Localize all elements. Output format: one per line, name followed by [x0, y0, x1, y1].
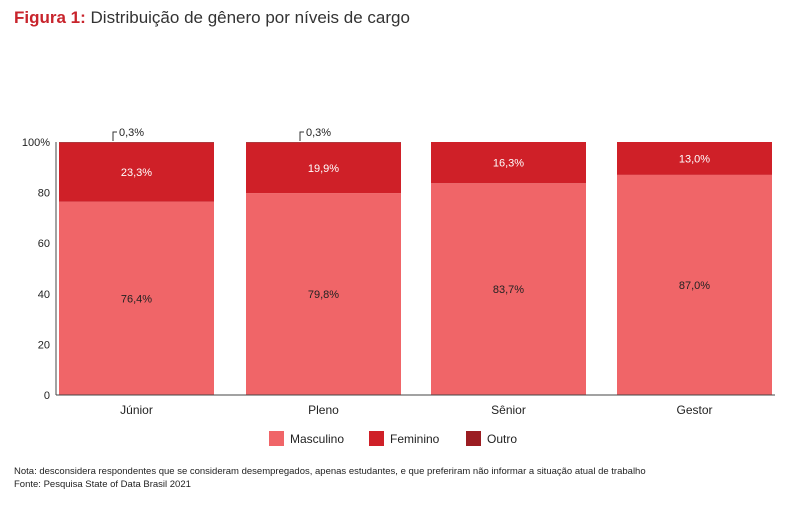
data-label-outro: 0,3% — [119, 127, 144, 139]
data-label-feminino: 16,3% — [493, 158, 524, 170]
bar-segment-outro — [59, 142, 214, 143]
y-tick-label: 60 — [38, 238, 50, 250]
bar-segment-masculino — [246, 193, 401, 395]
legend-label-outro: Outro — [487, 432, 517, 446]
chart-title: Figura 1: Distribuição de gênero por nív… — [14, 8, 410, 28]
data-label-masculino: 83,7% — [493, 284, 524, 296]
x-category-label: Júnior — [120, 403, 153, 417]
source-text: Fonte: Pesquisa State of Data Brasil 202… — [14, 479, 191, 490]
y-tick-label: 80 — [38, 188, 50, 200]
data-label-feminino: 13,0% — [679, 153, 710, 165]
legend-label-feminino: Feminino — [390, 432, 440, 446]
data-label-masculino: 76,4% — [121, 293, 152, 305]
bar-segment-masculino — [617, 174, 772, 395]
legend-swatch-masculino — [269, 431, 284, 446]
y-tick-label: 20 — [38, 339, 50, 351]
y-tick-label: 0 — [44, 390, 50, 402]
x-category-label: Sênior — [491, 403, 526, 417]
figure-title-text: Distribuição de gênero por níveis de car… — [90, 8, 410, 27]
y-tick-label: 40 — [38, 289, 50, 301]
outro-callout-line — [112, 131, 117, 141]
bar-segment-feminino — [617, 142, 772, 175]
stacked-bar-chart: 0 20 40 60 80 100% 76,4% 23,3% 0,3% Júnior 79,8% 19… — [22, 127, 775, 446]
outro-callout-line — [299, 131, 304, 141]
bar-segment-feminino — [246, 142, 401, 194]
bar-segment-outro — [246, 142, 401, 143]
legend-label-masculino: Masculino — [290, 432, 344, 446]
figure-label: Figura 1: — [14, 8, 86, 27]
data-label-feminino: 19,9% — [308, 163, 339, 175]
x-category-label: Pleno — [308, 403, 339, 417]
bar-segment-feminino — [59, 142, 214, 202]
data-label-outro: 0,3% — [306, 127, 331, 139]
bar-segment-masculino — [59, 201, 214, 395]
chart-notes: Nota: desconsidera respondentes que se c… — [14, 465, 646, 491]
x-category-label: Gestor — [676, 403, 712, 417]
y-tick-label: 100% — [22, 137, 50, 149]
data-label-masculino: 79,8% — [308, 289, 339, 301]
legend-swatch-outro — [466, 431, 481, 446]
note-text: Nota: desconsidera respondentes que se c… — [14, 466, 646, 477]
bar-segment-feminino — [431, 142, 586, 184]
data-label-masculino: 87,0% — [679, 280, 710, 292]
bar-segment-masculino — [431, 183, 586, 395]
data-label-feminino: 23,3% — [121, 167, 152, 179]
legend-swatch-feminino — [369, 431, 384, 446]
